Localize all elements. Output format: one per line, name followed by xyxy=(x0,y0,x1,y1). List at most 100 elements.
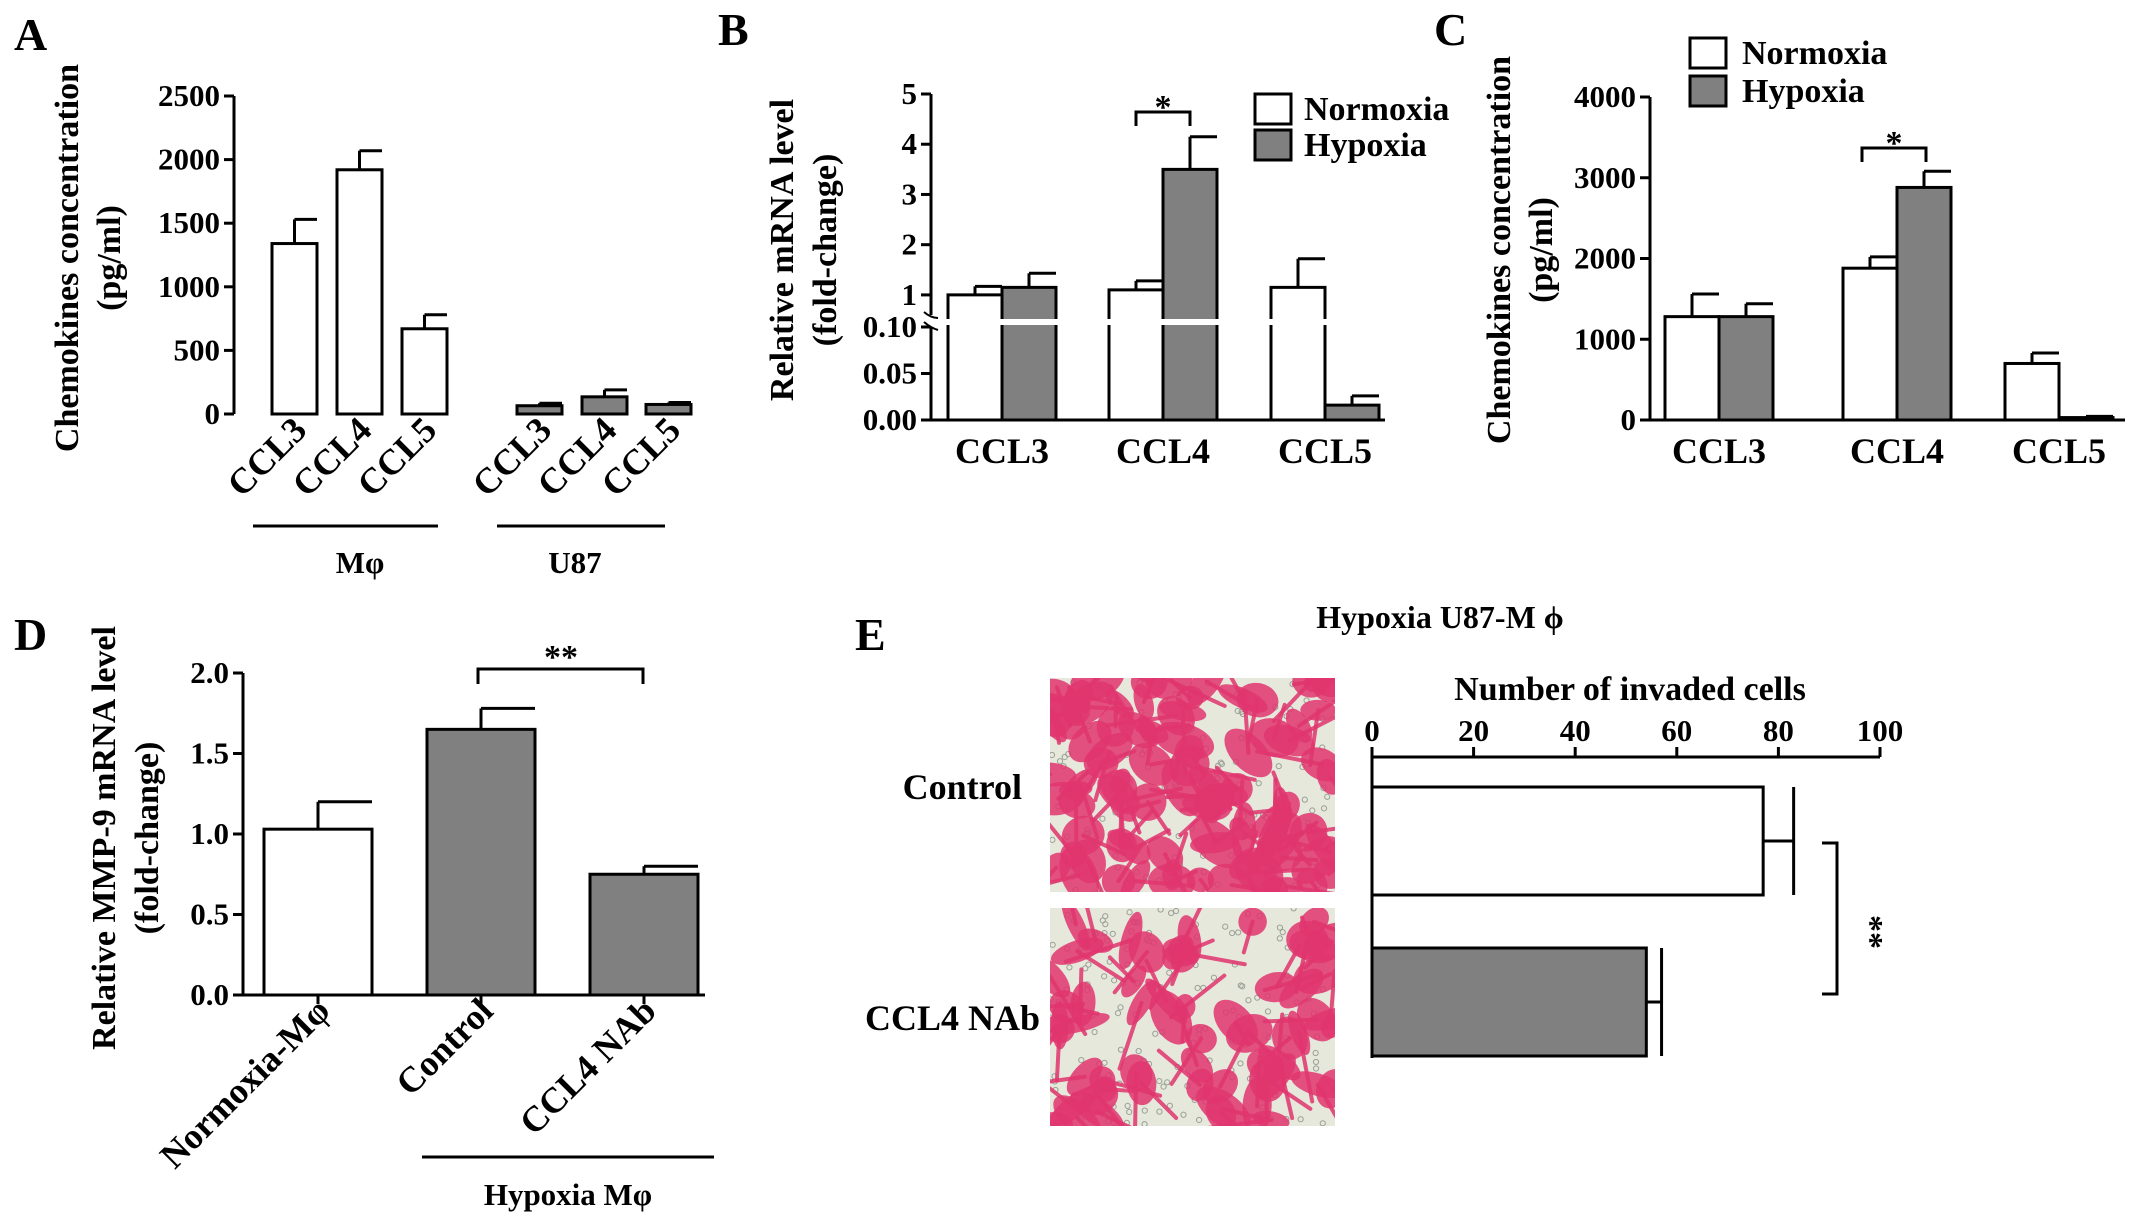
panel-a-y-axis: 0 500 1000 1500 2000 2500 xyxy=(158,78,236,431)
panel-c-bar xyxy=(2003,361,2061,422)
membrane-pore xyxy=(1222,923,1229,930)
membrane-pore xyxy=(1217,759,1224,766)
membrane-pore xyxy=(1050,836,1056,843)
membrane-pore xyxy=(1050,751,1056,759)
panel-a: A Chemokines concentration (pg/ml) 0 500 1… xyxy=(14,9,693,580)
panel-d-x-category-label: Control xyxy=(388,990,501,1103)
cell-process xyxy=(1156,1048,1202,1087)
cell-process xyxy=(1098,1095,1124,1126)
panel-d-y-tick-label: 1.5 xyxy=(190,736,229,771)
panel-c-y-tick-label: 4000 xyxy=(1574,79,1636,114)
membrane-pore xyxy=(1166,969,1173,976)
membrane-pore xyxy=(1166,1102,1173,1109)
membrane-pore xyxy=(1195,1116,1203,1124)
panel-d-y-tick-label: 0.5 xyxy=(190,897,229,932)
panel-e-significance: ** xyxy=(1822,841,1889,996)
membrane-pore xyxy=(1320,805,1328,812)
cell-process xyxy=(1294,937,1310,994)
cell-process xyxy=(1198,877,1213,892)
membrane-pore xyxy=(1297,1116,1304,1123)
membrane-pore xyxy=(1102,921,1109,928)
cell-process xyxy=(1099,749,1137,766)
membrane-pore xyxy=(1312,1058,1320,1066)
panel-b-x-categories: CCL3 CCL4 CCL5 xyxy=(955,431,1372,471)
panel-c-significance: * xyxy=(1860,125,1928,162)
panel-c-ylabel-line2: (pg/ml) xyxy=(1523,197,1560,303)
panel-b-significance-bracket xyxy=(1134,110,1192,126)
membrane-pore xyxy=(1279,929,1286,936)
membrane-pore xyxy=(1085,961,1092,968)
panel-c-x-categories: CCL3 CCL4 CCL5 xyxy=(1672,431,2106,471)
panel-b-y-tick-label: 0.00 xyxy=(863,402,917,437)
membrane-pore xyxy=(1061,753,1068,761)
cell-process xyxy=(1139,1081,1179,1120)
membrane-pore xyxy=(1126,1108,1133,1116)
membrane-pore xyxy=(1164,1079,1171,1086)
panel-b-y-tick-label: 0.05 xyxy=(863,356,917,391)
membrane-pore xyxy=(1156,1077,1163,1085)
membrane-pore xyxy=(1114,1010,1122,1017)
panel-b-bar-upper xyxy=(948,294,1002,319)
panel-b-bar-lower xyxy=(1109,325,1163,420)
panel-d-ylabel-line2: (fold-change) xyxy=(129,742,166,935)
membrane-pore xyxy=(1078,1057,1085,1064)
panel-b-x-category-label: CCL5 xyxy=(1278,431,1372,471)
cell-process xyxy=(1146,800,1172,836)
panel-b-significance-label: * xyxy=(1155,89,1172,126)
cell-process xyxy=(1064,1004,1100,1016)
cell-process xyxy=(1329,679,1335,684)
membrane-pore xyxy=(1237,982,1244,989)
panel-e-x-tick-label: 0 xyxy=(1364,713,1380,748)
panel-a-y-tick-label: 500 xyxy=(174,332,221,367)
panel-e-significance-bracket xyxy=(1822,841,1839,996)
cell-process xyxy=(1180,709,1188,776)
panel-e-x-tick-label: 60 xyxy=(1661,713,1692,748)
panel-a-ylabel-line1: Chemokines concentration xyxy=(49,64,86,452)
membrane-pore xyxy=(1099,815,1106,822)
panel-b-bars xyxy=(931,135,1385,422)
panel-a-bar xyxy=(580,395,629,416)
cell-process xyxy=(1308,708,1321,768)
panel-e-row-label-ccl4-nab: CCL4 NAb xyxy=(865,998,1040,1038)
membrane-pore xyxy=(1290,908,1297,912)
membrane-pore xyxy=(1117,1046,1125,1053)
membrane-pore xyxy=(1056,758,1064,765)
membrane-pore xyxy=(1135,1047,1142,1055)
cell-process xyxy=(1091,678,1100,681)
panel-c-legend-swatch-normoxia xyxy=(1688,36,1728,70)
cell-process xyxy=(1268,817,1312,867)
cell-process xyxy=(1241,919,1255,955)
panel-c-significance-bracket xyxy=(1860,146,1928,162)
panel-d-bars xyxy=(262,706,700,997)
micrograph-control-cells xyxy=(1050,678,1335,892)
panel-a-bar xyxy=(270,242,319,416)
membrane-pore xyxy=(1301,796,1308,803)
panel-e-letter: E xyxy=(855,609,886,660)
panel-c-bar xyxy=(1841,266,1899,422)
cell-process xyxy=(1081,833,1126,856)
cell-process xyxy=(1277,820,1319,854)
membrane-pore xyxy=(1234,707,1241,715)
panel-c-bar xyxy=(1895,185,1953,422)
panel-a-group-label-mphi: Mφ xyxy=(336,545,385,580)
panel-a-y-tick-label: 2000 xyxy=(158,142,220,177)
cell-process xyxy=(1213,790,1254,816)
cell-process xyxy=(1167,678,1227,708)
panel-b-bar-upper xyxy=(1163,169,1217,319)
panel-b-bar-lower xyxy=(1163,325,1217,420)
panel-b-bar-lower xyxy=(1271,325,1325,420)
membrane-pore xyxy=(1264,1008,1272,1015)
cell-process xyxy=(1212,821,1247,845)
cell-process xyxy=(1169,869,1199,884)
panel-a-group-label-u87: U87 xyxy=(548,545,601,580)
cell-process xyxy=(1050,873,1082,885)
cell-process xyxy=(1327,774,1335,787)
membrane-pore xyxy=(1235,929,1242,936)
panel-b-bar-upper xyxy=(1271,287,1325,319)
panel-c-legend-label-hypoxia: Hypoxia xyxy=(1742,73,1865,110)
panel-c-bar xyxy=(1663,315,1721,422)
membrane-pore xyxy=(1111,977,1118,984)
